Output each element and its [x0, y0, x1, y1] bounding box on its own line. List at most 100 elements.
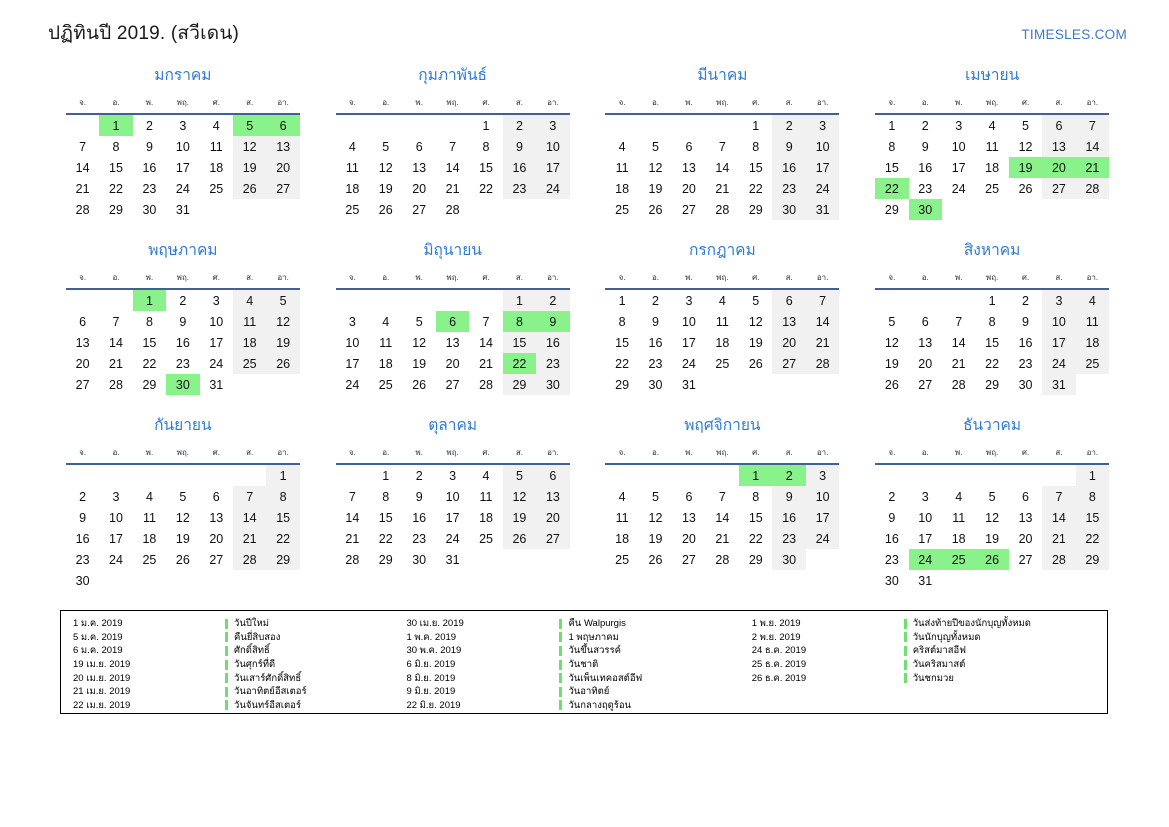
- day-cell[interactable]: 22: [1075, 528, 1110, 549]
- day-cell[interactable]: 25: [232, 353, 267, 374]
- day-cell[interactable]: 29: [615, 377, 630, 392]
- day-cell[interactable]: 28: [1042, 549, 1076, 570]
- day-cell[interactable]: 20: [412, 181, 427, 196]
- day-cell-holiday[interactable]: 5: [232, 114, 267, 136]
- day-cell[interactable]: 17: [209, 335, 224, 350]
- day-cell[interactable]: 4: [482, 468, 490, 483]
- day-cell[interactable]: 17: [536, 157, 570, 178]
- day-cell[interactable]: 13: [772, 311, 806, 332]
- day-cell[interactable]: 19: [748, 335, 763, 350]
- day-cell[interactable]: 12: [748, 314, 763, 329]
- day-cell[interactable]: 26: [648, 552, 663, 567]
- day-cell[interactable]: 5: [652, 139, 659, 154]
- day-cell[interactable]: 3: [805, 114, 840, 136]
- day-cell[interactable]: 28: [715, 552, 730, 567]
- day-cell[interactable]: 16: [412, 510, 427, 525]
- day-cell[interactable]: 5: [988, 489, 996, 504]
- day-cell[interactable]: 10: [681, 314, 696, 329]
- day-cell[interactable]: 2: [79, 489, 87, 504]
- day-cell[interactable]: 11: [479, 489, 493, 504]
- day-cell[interactable]: 14: [951, 335, 966, 350]
- day-cell[interactable]: 9: [772, 486, 806, 507]
- day-cell[interactable]: 29: [748, 552, 763, 567]
- day-cell[interactable]: 25: [615, 202, 630, 217]
- day-cell[interactable]: 18: [479, 510, 493, 525]
- day-cell[interactable]: 23: [648, 356, 663, 371]
- day-cell[interactable]: 7: [718, 489, 726, 504]
- day-cell[interactable]: 23: [1018, 356, 1033, 371]
- day-cell[interactable]: 10: [805, 486, 840, 507]
- day-cell[interactable]: 10: [805, 136, 840, 157]
- day-cell[interactable]: 26: [1018, 181, 1033, 196]
- day-cell[interactable]: 21: [75, 181, 90, 196]
- day-cell[interactable]: 4: [718, 293, 726, 308]
- day-cell[interactable]: 2: [536, 289, 570, 311]
- day-cell[interactable]: 13: [536, 486, 570, 507]
- day-cell[interactable]: 1: [266, 464, 300, 486]
- day-cell[interactable]: 9: [502, 136, 537, 157]
- day-cell-holiday[interactable]: 26: [975, 549, 1009, 570]
- day-cell[interactable]: 20: [266, 157, 300, 178]
- day-cell[interactable]: 1: [482, 118, 490, 133]
- day-cell[interactable]: 5: [752, 293, 760, 308]
- day-cell[interactable]: 28: [75, 202, 90, 217]
- day-cell[interactable]: 25: [715, 356, 730, 371]
- day-cell[interactable]: 21: [715, 181, 730, 196]
- day-cell[interactable]: 30: [142, 202, 157, 217]
- day-cell[interactable]: 20: [681, 531, 696, 546]
- day-cell[interactable]: 27: [772, 353, 806, 374]
- day-cell[interactable]: 13: [1018, 510, 1033, 525]
- day-cell[interactable]: 13: [681, 510, 696, 525]
- day-cell[interactable]: 18: [615, 531, 630, 546]
- day-cell[interactable]: 3: [685, 293, 693, 308]
- day-cell[interactable]: 10: [445, 489, 460, 504]
- day-cell[interactable]: 18: [715, 335, 730, 350]
- day-cell[interactable]: 23: [536, 353, 570, 374]
- day-cell[interactable]: 12: [648, 510, 663, 525]
- day-cell[interactable]: 17: [109, 531, 123, 546]
- day-cell[interactable]: 29: [109, 202, 123, 217]
- day-cell[interactable]: 8: [145, 314, 153, 329]
- day-cell[interactable]: 1: [988, 293, 996, 308]
- day-cell[interactable]: 27: [918, 377, 933, 392]
- day-cell[interactable]: 27: [209, 552, 224, 567]
- day-cell[interactable]: 2: [145, 118, 153, 133]
- day-cell[interactable]: 11: [615, 160, 629, 175]
- day-cell[interactable]: 27: [445, 377, 460, 392]
- day-cell[interactable]: 15: [748, 510, 763, 525]
- day-cell[interactable]: 9: [179, 314, 187, 329]
- day-cell[interactable]: 6: [921, 314, 929, 329]
- day-cell-holiday[interactable]: 1: [739, 464, 773, 486]
- day-cell[interactable]: 22: [109, 181, 123, 196]
- day-cell[interactable]: 4: [212, 118, 220, 133]
- day-cell[interactable]: 19: [648, 181, 663, 196]
- day-cell[interactable]: 20: [209, 531, 224, 546]
- day-cell[interactable]: 31: [175, 202, 190, 217]
- day-cell[interactable]: 30: [772, 199, 806, 220]
- day-cell[interactable]: 18: [951, 531, 966, 546]
- day-cell[interactable]: 26: [884, 377, 899, 392]
- day-cell[interactable]: 29: [142, 377, 157, 392]
- day-cell[interactable]: 3: [179, 118, 187, 133]
- day-cell[interactable]: 11: [345, 160, 359, 175]
- day-cell[interactable]: 13: [75, 335, 90, 350]
- day-cell[interactable]: 4: [618, 139, 626, 154]
- day-cell[interactable]: 26: [266, 353, 300, 374]
- day-cell[interactable]: 30: [884, 573, 899, 588]
- day-cell[interactable]: 2: [772, 114, 806, 136]
- day-cell[interactable]: 9: [888, 510, 896, 525]
- day-cell[interactable]: 3: [449, 468, 457, 483]
- day-cell[interactable]: 31: [445, 552, 460, 567]
- day-cell-holiday[interactable]: 1: [132, 289, 167, 311]
- day-cell[interactable]: 24: [805, 528, 840, 549]
- day-cell[interactable]: 30: [75, 573, 90, 588]
- day-cell[interactable]: 24: [805, 178, 840, 199]
- day-cell[interactable]: 4: [955, 489, 963, 504]
- day-cell[interactable]: 8: [988, 314, 996, 329]
- day-cell[interactable]: 23: [772, 178, 806, 199]
- day-cell[interactable]: 31: [681, 377, 696, 392]
- day-cell[interactable]: 13: [266, 136, 300, 157]
- day-cell[interactable]: 19: [502, 507, 537, 528]
- day-cell[interactable]: 2: [415, 468, 423, 483]
- day-cell-holiday[interactable]: 9: [536, 311, 570, 332]
